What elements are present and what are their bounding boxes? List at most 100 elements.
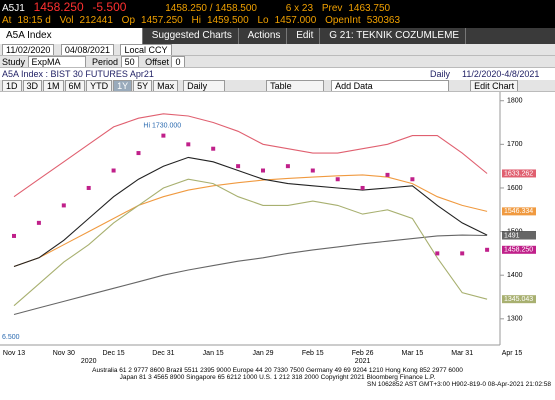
range-button[interactable]: 1Y [113,80,133,91]
menu-item[interactable]: Suggested Charts [146,28,239,44]
last-value-label: 1491 [504,232,520,239]
last-value-box [502,169,536,178]
footer-3: SN 1062852 AST GMT+3:00 H902-819-0 08-Ap… [367,381,551,388]
frequency: Daily [430,69,451,79]
range-button[interactable]: 1D [2,80,22,91]
last-value-label: 1633.262 [504,170,533,177]
price-mark [285,164,290,169]
menu-item[interactable]: Edit [290,28,321,44]
currency[interactable]: Local CCY [120,44,172,55]
y-tick-label: 1300 [507,316,523,323]
y-tick-label: 1700 [507,141,523,148]
last-value-box [502,231,536,240]
chart-title: A5A Index : BIST 30 FUTURES Apr21 [2,69,154,79]
study-row: Study ExpMA Period 50 Offset 0 [0,56,555,68]
hi: 1459.500 [206,15,249,26]
bid-ask: 1458.250 / 1458.500 [165,3,257,14]
security-input[interactable]: A5A Index [0,28,143,44]
price-mark [410,177,415,182]
menu-item[interactable]: Actions [242,28,288,44]
y-tick-label: 1400 [507,272,523,279]
last-value-box [502,207,536,216]
table-button[interactable]: Table [266,80,325,91]
price-mark [485,247,490,252]
x-tick-label: Dec 31 [152,350,174,357]
time: 18:15 d [17,15,51,26]
y-tick-label: 1600 [507,185,523,192]
price-mark [460,251,465,256]
op: 1457.250 [141,15,183,26]
series-line [13,174,488,268]
period[interactable]: 50 [120,56,139,67]
plot-area [0,92,500,345]
last-value-box [502,295,536,304]
hi-label: Hi [191,15,201,26]
x-tick-label: Jan 15 [203,350,224,357]
x-tick-label: Dec 15 [103,350,125,357]
lo: 1457.000 [274,15,317,26]
x-tick-label: Nov 13 [3,350,25,357]
range-button[interactable]: 5Y [133,80,153,91]
chart-header: A5A Index : BIST 30 FUTURES Apr21 Daily … [0,68,555,80]
range-button[interactable]: YTD [86,80,113,91]
vol-label: Vol [59,15,74,26]
series-line [13,156,488,268]
range-row: 11/02/2020 04/08/2021 Local CCY [0,44,555,56]
series-line [13,113,488,198]
price-mark [111,168,116,173]
price-mark [186,142,191,147]
range-button[interactable]: 3D [22,80,43,91]
year-label: 2021 [355,358,371,365]
edit-chart[interactable]: Edit Chart [470,80,519,91]
price-mark [261,168,265,173]
page-title: G 21: TEKNIK COZUMLEME [323,28,467,44]
quote-line-1: A5J1 1458.250 -5.500 1458.250 / 1458.500… [0,0,555,14]
date-span: 11/2/2020-4/8/2021 [462,69,540,79]
range-button[interactable]: Max [153,80,179,91]
study-label: Study [2,57,26,67]
last-value-box [502,245,536,254]
footer-2: Japan 81 3 4565 8900 Singapore 65 6212 1… [119,374,436,381]
price-mark [236,164,241,169]
price-mark [36,220,41,225]
price-mark [86,185,91,190]
price-mark [310,168,315,173]
lo-label: Lo [257,15,269,26]
price-mark [211,146,216,151]
last-value-label: 1458.250 [504,247,533,254]
offset[interactable]: 0 [171,56,185,67]
frequency-select[interactable]: Daily [183,80,226,91]
annotation: 6.500 [2,334,20,341]
size: 6 x 23 [285,3,314,14]
oi-label: OpenInt [325,15,361,26]
study-select[interactable]: ExpMA [27,56,86,67]
last-value-label: 1546.334 [504,208,533,215]
price-mark [161,133,166,138]
vol: 212441 [79,15,113,26]
series-line [13,178,488,307]
range-button[interactable]: 1M [43,80,64,91]
price-mark [385,172,390,177]
add-data[interactable]: Add Data [331,80,450,91]
change: -5.500 [92,0,127,14]
prev-label: Prev [321,3,343,14]
footer-1: Australia 61 2 9777 8600 Brazil 5511 239… [92,367,463,374]
price-mark [12,233,16,238]
price-mark [435,251,440,256]
end-date[interactable]: 04/08/2021 [60,44,114,55]
series-line [13,234,488,316]
price-mark [61,203,66,208]
last-value-label: 1345.043 [504,296,533,303]
oi: 530363 [366,15,401,26]
prev: 1463.750 [348,3,391,14]
start-date[interactable]: 11/02/2020 [2,44,55,55]
price-mark [360,185,365,190]
op-label: Op [121,15,136,26]
quote-line-2: At 18:15 d Vol 212441 Op 1457.250 Hi 1459.50… [0,14,555,28]
last: 1458.250 [33,0,84,14]
ticker: A5J1 [2,3,25,14]
range-button[interactable]: 6M [64,80,86,91]
x-tick-label: Nov 30 [53,350,75,357]
annotation: Hi 1730.000 [143,122,181,129]
